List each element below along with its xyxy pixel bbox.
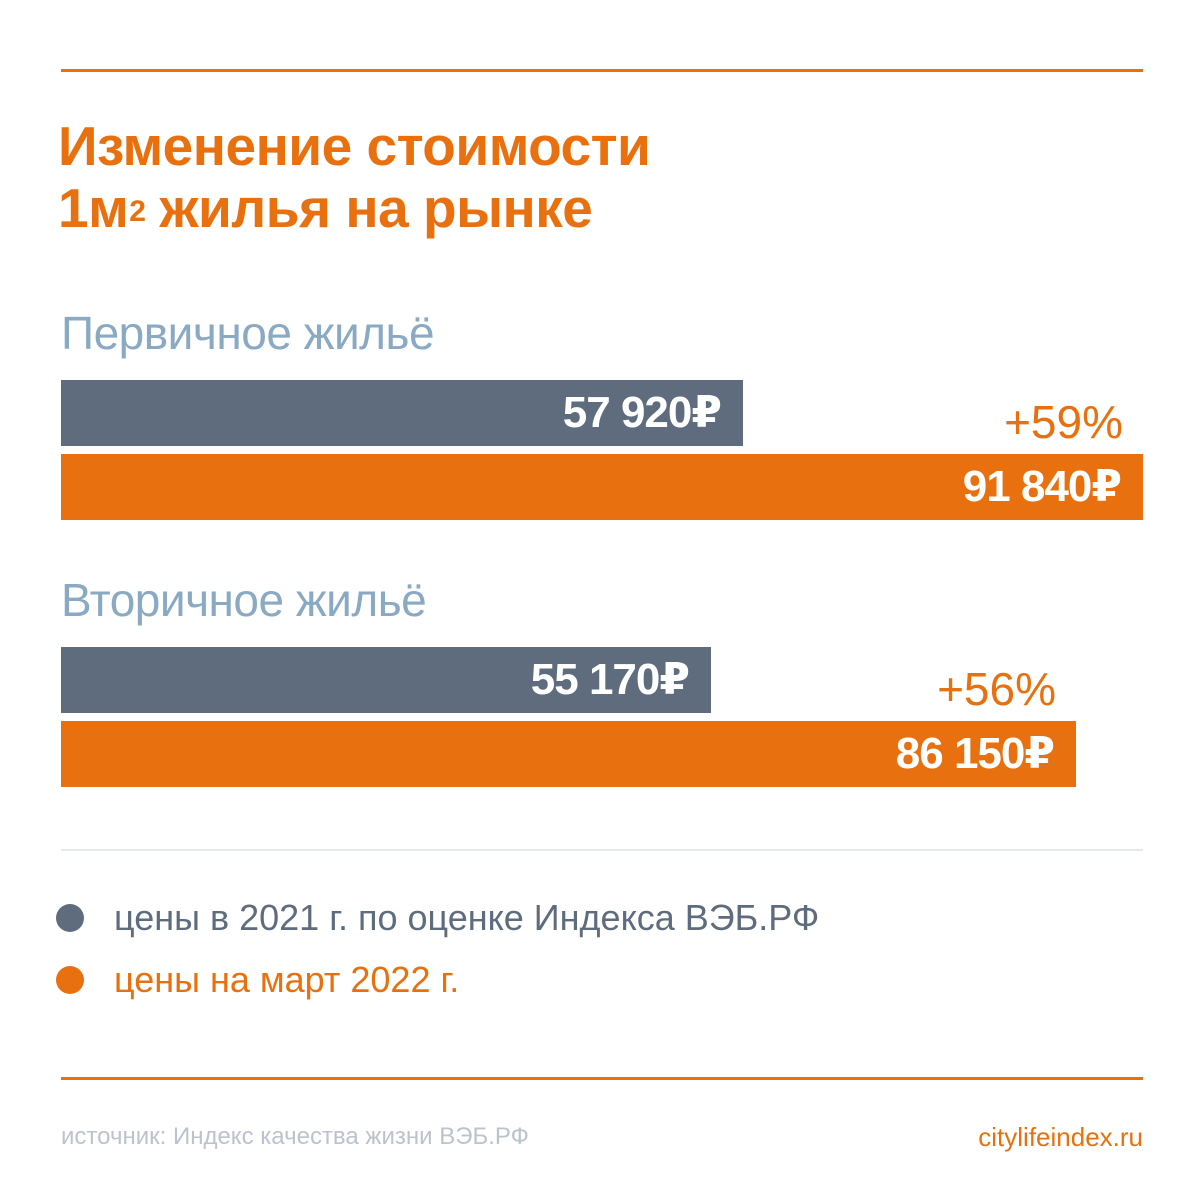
title-superscript: 2 — [129, 195, 146, 228]
bar-value-label: 86 150₽ — [895, 729, 1055, 778]
bar-value-label: 91 840₽ — [962, 462, 1122, 511]
legend-dot-orange — [56, 966, 84, 994]
title-line-2: 1м2 жилья на рынке — [58, 177, 650, 239]
change-percent-1: +56% — [937, 663, 1056, 715]
legend-label-2022: цены на март 2022 г. — [114, 959, 460, 1000]
bar-2021-0: 57 920₽ — [61, 380, 743, 446]
bar-value-label: 55 170₽ — [530, 655, 690, 704]
legend-item-2021: цены в 2021 г. по оценке Индекса ВЭБ.РФ — [56, 894, 819, 942]
change-percent-0: +59% — [1004, 396, 1123, 448]
site-link[interactable]: citylifeindex.ru — [978, 1122, 1143, 1152]
category-label-1: Вторичное жильё — [61, 574, 427, 626]
title-line-1: Изменение стоимости — [58, 115, 651, 177]
bar-2022-0: 91 840₽ — [61, 454, 1143, 520]
legend-label-2021: цены в 2021 г. по оценке Индекса ВЭБ.РФ — [114, 897, 820, 938]
category-label-0: Первичное жильё — [61, 307, 435, 359]
chart-title: Изменение стоимости 1м2 жилья на рынке — [58, 115, 651, 239]
legend-dot-grey — [56, 904, 84, 932]
bar-2021-1: 55 170₽ — [61, 647, 711, 713]
top-divider — [61, 69, 1143, 72]
legend-item-2022: цены на март 2022 г. — [56, 956, 459, 1004]
source-note: источник: Индекс качества жизни ВЭБ.РФ — [61, 1123, 529, 1150]
bar-value-label: 57 920₽ — [562, 388, 722, 437]
legend-divider — [61, 849, 1143, 851]
bar-2022-1: 86 150₽ — [61, 721, 1076, 787]
title-line-2-pre: 1м — [58, 177, 129, 239]
bottom-divider — [61, 1077, 1143, 1080]
title-line-2-post: жилья на рынке — [159, 177, 593, 239]
